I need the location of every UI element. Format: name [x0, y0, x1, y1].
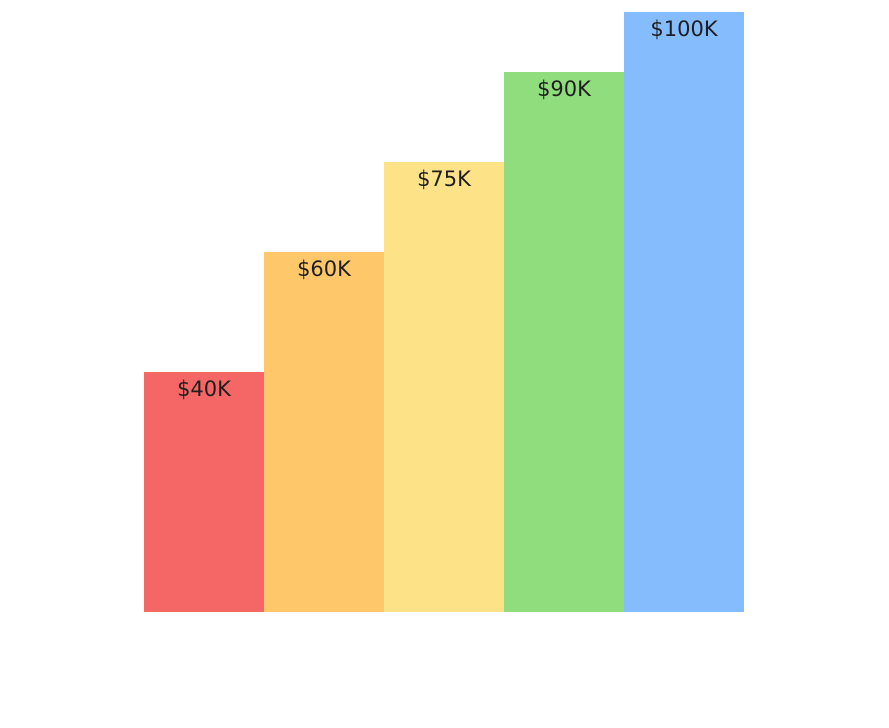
bar-value-label-3: $75K [417, 167, 472, 191]
bars-layer [144, 12, 744, 612]
bar-value-label-1: $40K [177, 377, 232, 401]
bar-1 [144, 372, 264, 612]
bar-2 [264, 252, 384, 612]
bar-value-label-2: $60K [297, 257, 352, 281]
bar-value-label-4: $90K [537, 77, 592, 101]
bar-value-label-5: $100K [650, 17, 718, 41]
bar-5 [624, 12, 744, 612]
bar-3 [384, 162, 504, 612]
data-labels-layer: $40K $60K $75K $90K $100K [177, 17, 719, 401]
bar-4 [504, 72, 624, 612]
